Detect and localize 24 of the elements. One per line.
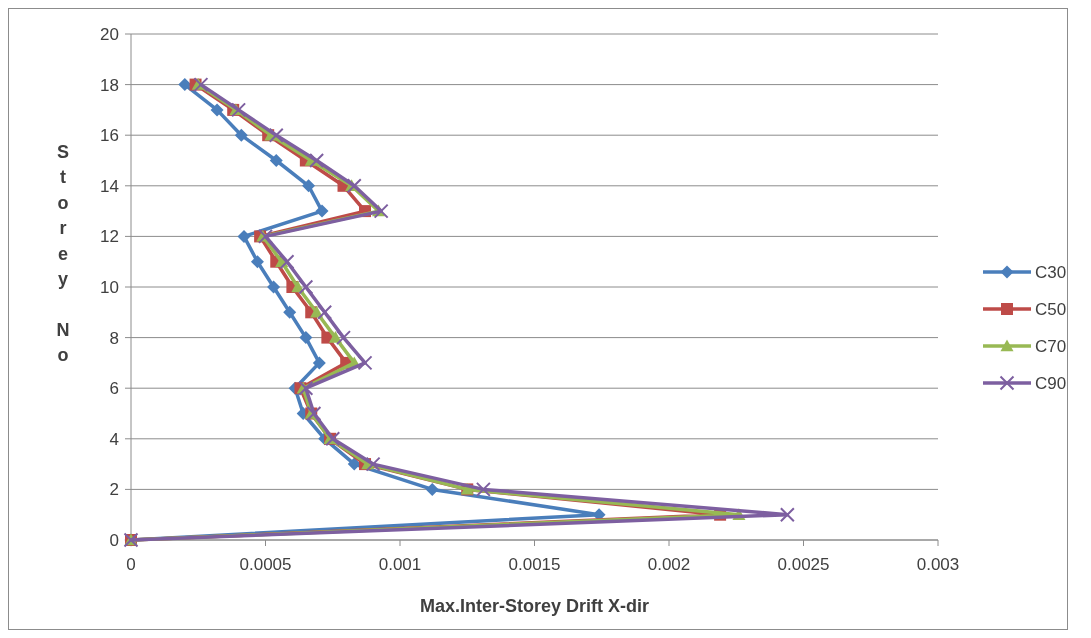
y-tick-label: 12 [100,227,119,247]
y-tick-label: 4 [109,429,119,449]
x-tick-label: 0.001 [378,555,422,574]
y-tick-label: 6 [109,379,119,399]
x-tick-label: 0.0025 [777,555,830,574]
x-tick-label: 0.002 [647,555,691,574]
x-tick-label: 0.0005 [239,555,292,574]
x-tick-label: 0.003 [916,555,960,574]
x-tick-label: 0.0015 [508,555,561,574]
x-tick-label: 0 [126,555,136,574]
y-tick-label: 14 [100,176,119,196]
y-tick-label: 2 [109,480,119,500]
text: Storey No [56,142,70,366]
y-tick-label: 0 [109,531,119,550]
x-axis-title: Max.Inter-Storey Drift X-dir [419,596,650,616]
y-tick-label: 10 [100,278,119,297]
y-tick-label: 8 [109,328,119,348]
y-tick-label: 18 [100,75,119,95]
legend-label: C50 [1035,300,1067,319]
legend-label: C30 [1035,263,1067,282]
legend-label: C90 [1035,374,1067,393]
legend-label: C70 [1035,337,1067,356]
y-tick-label: 20 [100,25,119,44]
y-tick-label: 16 [100,126,119,146]
